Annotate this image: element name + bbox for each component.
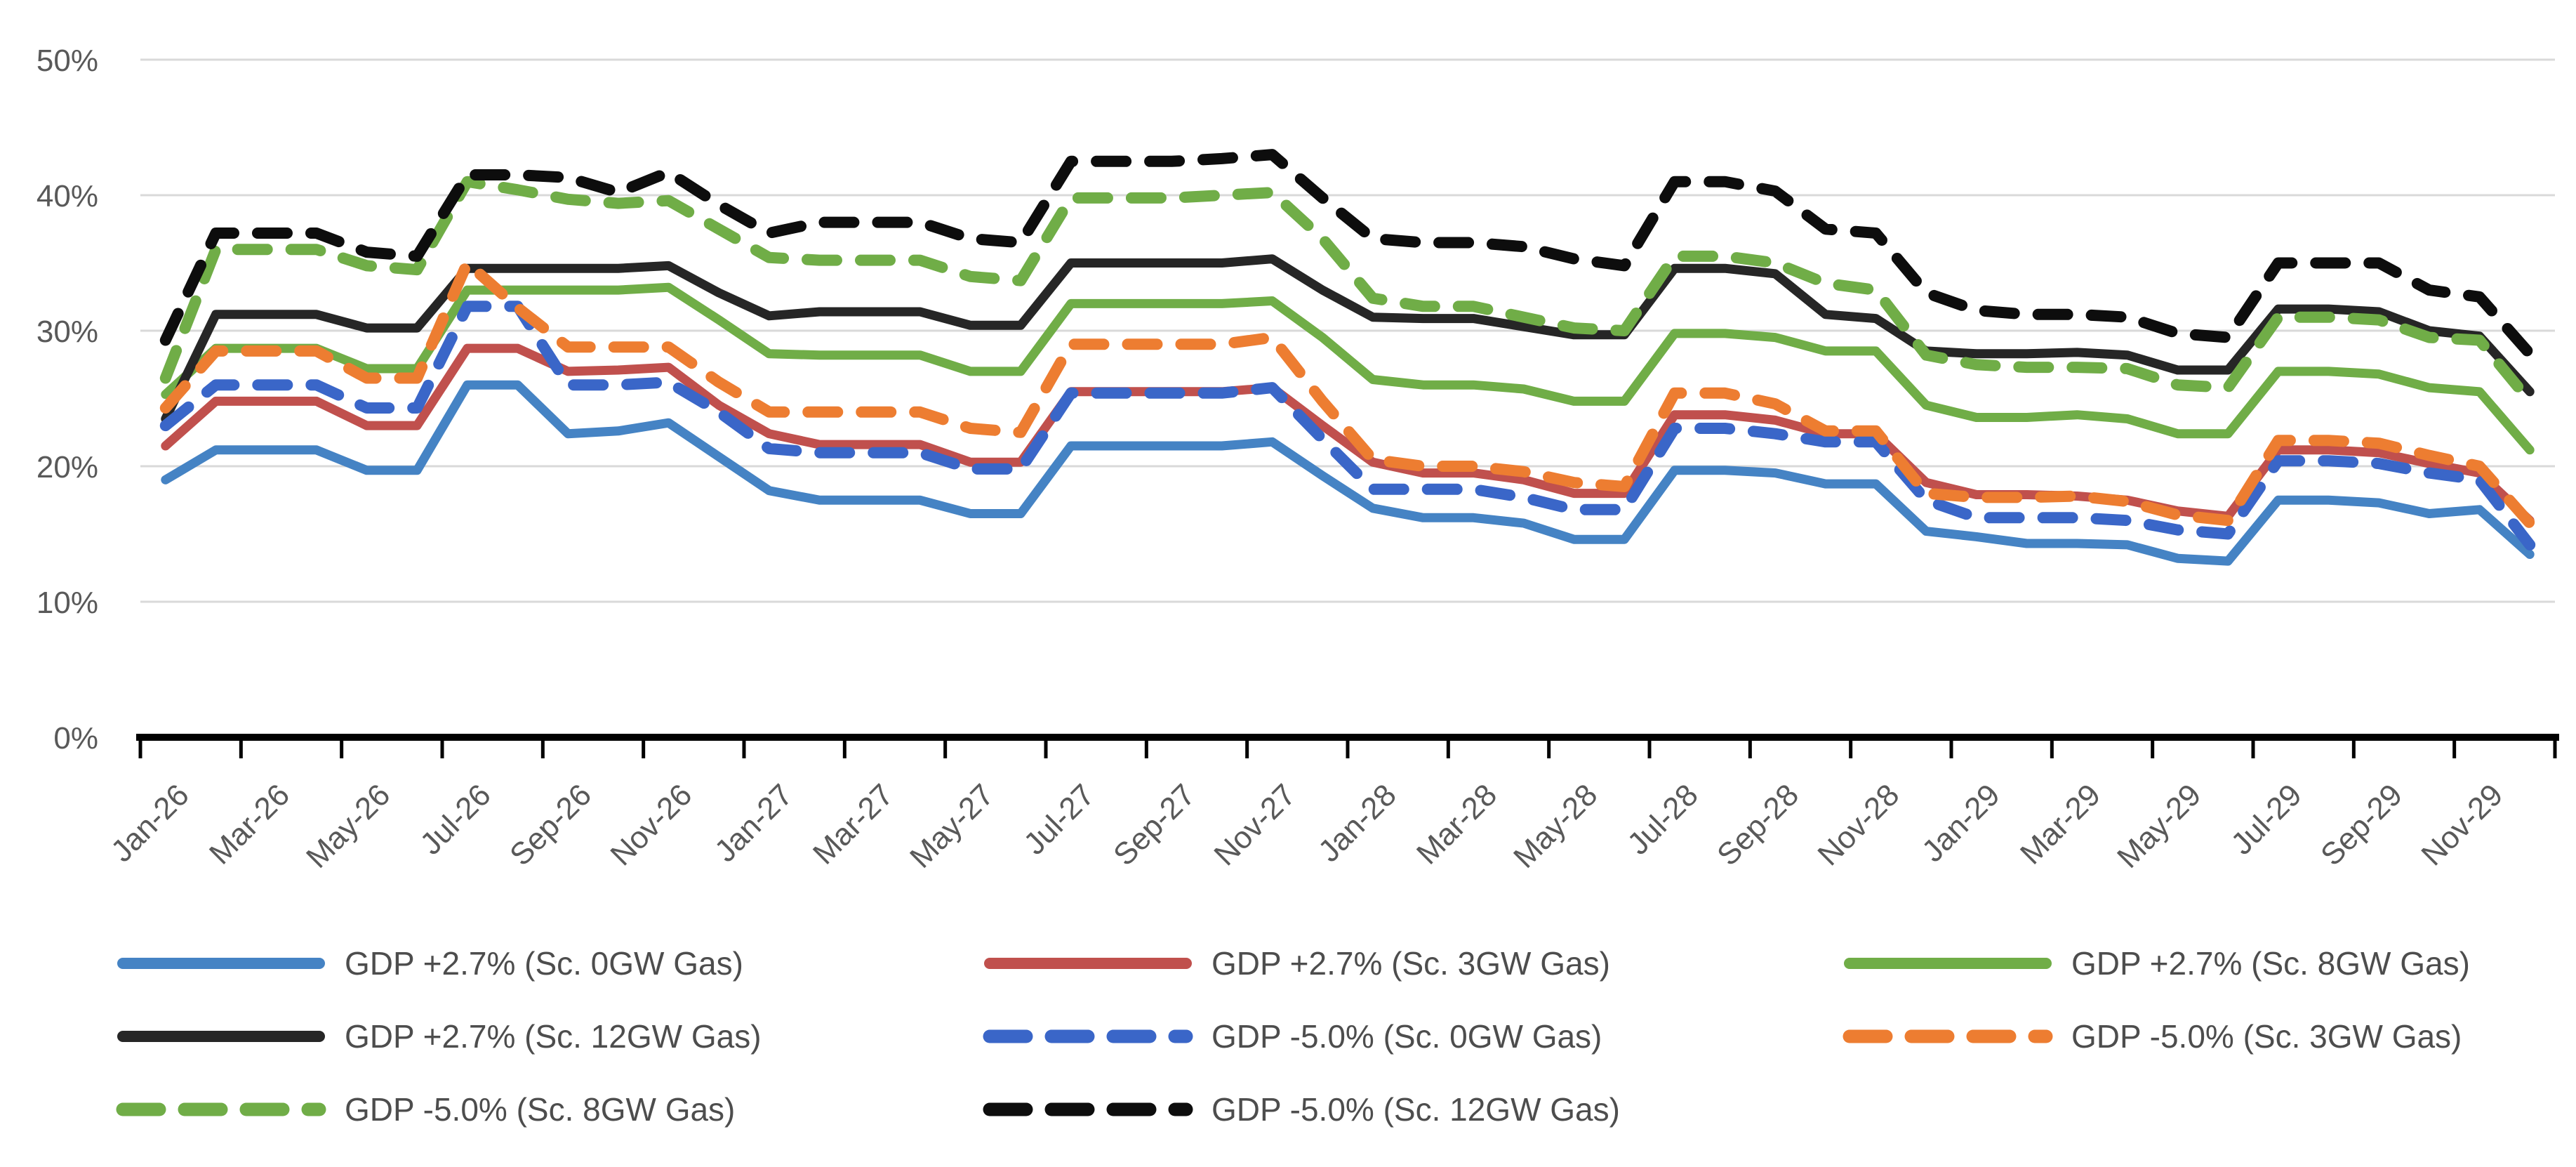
x-axis-label: May-29 [2111, 777, 2207, 874]
legend-label: GDP -5.0% (Sc. 8GW Gas) [345, 1091, 736, 1128]
legend-item: GDP -5.0% (Sc. 12GW Gas) [983, 1090, 1843, 1128]
legend-swatch-dashed-line-icon [1843, 1029, 2053, 1043]
x-axis-label: Sep-28 [1711, 777, 1805, 872]
legend-label: GDP -5.0% (Sc. 12GW Gas) [1211, 1091, 1620, 1128]
legend-swatch-solid-line-icon [117, 1031, 325, 1042]
legend-label: GDP -5.0% (Sc. 3GW Gas) [2071, 1018, 2462, 1055]
x-axis-labels: Jan-26 Mar-26 May-26 Jul-26 Sep-26 Nov-26 Jan-… [105, 777, 2509, 874]
y-axis-label: 30% [36, 315, 98, 349]
x-axis-label: Jan-26 [105, 777, 196, 869]
legend-label: GDP +2.7% (Sc. 8GW Gas) [2071, 945, 2470, 982]
x-axis-label: Nov-29 [2415, 777, 2509, 872]
x-axis-label: Mar-27 [806, 777, 900, 871]
legend-label: GDP +2.7% (Sc. 0GW Gas) [345, 945, 743, 982]
x-axis-label: Jan-27 [708, 777, 799, 869]
y-axis-label: 40% [36, 179, 98, 213]
legend-item: GDP +2.7% (Sc. 0GW Gas) [116, 944, 983, 982]
x-axis-label: Nov-28 [1811, 777, 1906, 872]
x-axis-label: May-28 [1507, 777, 1604, 874]
gdp-gas-scenarios-line-chart: 0%10%20%30%40%50% Jan-26 Mar-26 May-26 Jul-… [36, 44, 2559, 875]
y-axis-label: 20% [36, 450, 98, 484]
legend-item: GDP +2.7% (Sc. 8GW Gas) [1843, 944, 2544, 982]
x-axis-label: Jul-28 [1621, 777, 1704, 861]
series-line-4 [159, 301, 2536, 550]
x-axis-label: Jul-29 [2224, 777, 2308, 861]
x-axis [136, 734, 2559, 758]
legend-item: GDP -5.0% (Sc. 0GW Gas) [983, 1017, 1843, 1055]
legend-item: GDP -5.0% (Sc. 8GW Gas) [116, 1090, 983, 1128]
legend-item: GDP -5.0% (Sc. 3GW Gas) [1843, 1017, 2544, 1055]
x-axis-label: Jul-26 [413, 777, 497, 861]
series-line-5 [159, 257, 2536, 529]
x-axis-label: Sep-29 [2314, 777, 2409, 872]
legend-swatch-solid-line-icon [117, 958, 325, 969]
y-axis-label: 10% [36, 586, 98, 620]
x-axis-label: Jan-28 [1312, 777, 1403, 869]
x-axis-label: Mar-26 [203, 777, 296, 871]
x-axis-label: Sep-27 [1107, 777, 1202, 872]
x-axis-label: May-26 [300, 777, 397, 874]
x-axis-label: Nov-27 [1207, 777, 1302, 872]
series-line-6 [159, 176, 2536, 407]
x-axis-label: Sep-26 [503, 777, 598, 872]
x-axis-label: Mar-29 [2014, 777, 2107, 871]
y-axis-label: 50% [36, 44, 98, 78]
legend-swatch-dashed-line-icon [116, 1102, 326, 1116]
series-lines [159, 149, 2536, 566]
series-line-0 [161, 380, 2535, 566]
legend-swatch-solid-line-icon [984, 958, 1192, 969]
legend-item: GDP +2.7% (Sc. 12GW Gas) [116, 1017, 983, 1055]
legend-item: GDP +2.7% (Sc. 3GW Gas) [983, 944, 1843, 982]
x-axis-label: Nov-26 [604, 777, 698, 872]
series-line-2 [161, 282, 2535, 455]
legend-label: GDP +2.7% (Sc. 12GW Gas) [345, 1018, 762, 1055]
series-line-3 [161, 254, 2535, 423]
y-axis-label: 0% [53, 721, 98, 756]
x-axis-label: Jul-27 [1017, 777, 1101, 861]
x-axis-label: Mar-28 [1410, 777, 1503, 871]
legend-swatch-dashed-line-icon [983, 1102, 1193, 1116]
legend-swatch-solid-line-icon [1844, 958, 2052, 969]
y-axis-labels: 0% 10% 20% 30% 40% 50% [36, 44, 98, 756]
series-line-7 [159, 149, 2536, 360]
legend-label: GDP -5.0% (Sc. 0GW Gas) [1211, 1018, 1602, 1055]
chart-legend: GDP +2.7% (Sc. 0GW Gas) GDP +2.7% (Sc. 3G… [116, 944, 2544, 1128]
x-axis-label: Jan-29 [1916, 777, 2007, 869]
x-axis-label: May-27 [903, 777, 1000, 874]
legend-swatch-dashed-line-icon [983, 1029, 1193, 1043]
legend-label: GDP +2.7% (Sc. 3GW Gas) [1211, 945, 1610, 982]
